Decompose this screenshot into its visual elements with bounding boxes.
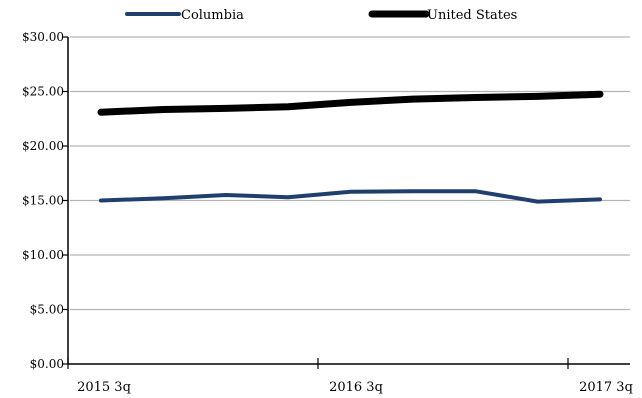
series-lines (97, 90, 604, 204)
y-tick-label: $15.00 (22, 194, 64, 208)
legend-label: United States (427, 8, 517, 23)
y-tick-label: $5.00 (30, 303, 64, 317)
y-tick-label: $10.00 (22, 248, 64, 262)
x-tick-label: 2015 3q (77, 380, 131, 395)
legend-label: Columbia (181, 8, 244, 23)
gridlines (70, 36, 630, 311)
x-tick-label: 2016 3q (329, 380, 383, 395)
y-tick-label: $30.00 (22, 30, 64, 44)
x-tick-label: 2017 3q (579, 380, 633, 395)
legend: Columbia United States (125, 8, 517, 23)
series-line-united-states (97, 90, 604, 116)
y-axis-ticks: $0.00 $5.00 $10.00 $15.00 $20.00 $25.00 $30.00 (22, 30, 68, 371)
y-tick-label: $20.00 (22, 139, 64, 153)
x-axis-ticks: 2015 3q 2016 3q 2017 3q (67, 358, 633, 395)
y-tick-label: $0.00 (30, 357, 64, 371)
y-tick-label: $25.00 (22, 85, 64, 99)
